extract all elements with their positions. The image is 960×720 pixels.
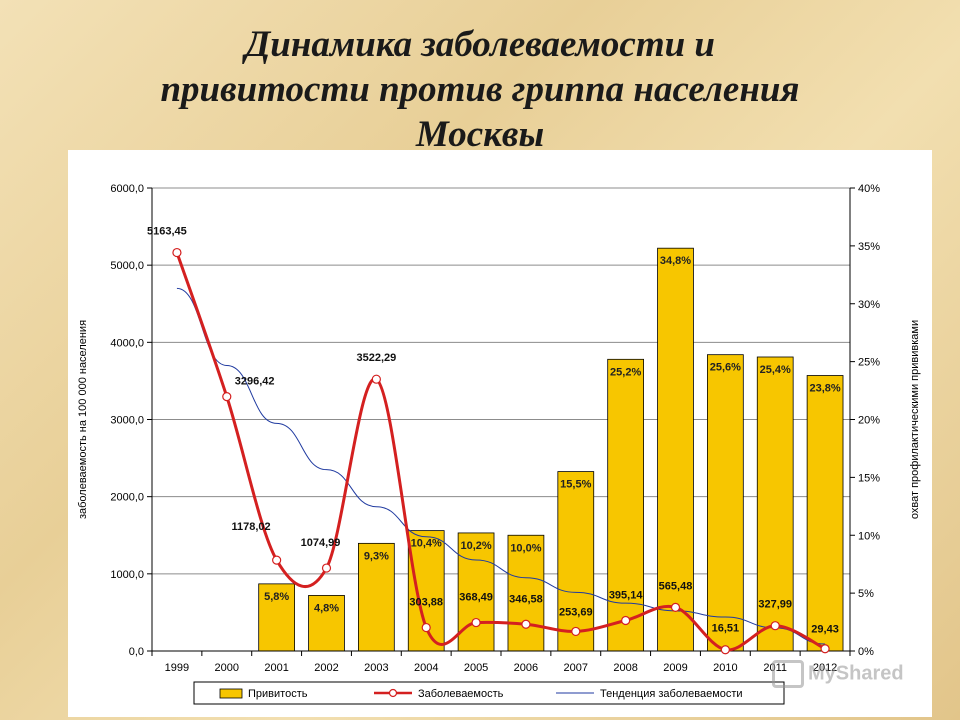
bar xyxy=(258,583,295,652)
incidence-data-label: 3522,29 xyxy=(356,352,396,364)
incidence-line xyxy=(175,252,826,652)
bar-data-label: 25,6% xyxy=(710,362,741,374)
incidence-data-label: 346,58 xyxy=(509,593,543,605)
y2-tick-label: 15% xyxy=(858,472,880,484)
legend xyxy=(193,681,785,705)
y-tick-label: 6000,0 xyxy=(110,183,144,195)
chart-panel: 0,0 1000,0 2000,0 3000,0 4000,0 5000,0 6000,0 0… xyxy=(68,150,932,717)
y2-tick-label: 25% xyxy=(858,357,880,369)
bar xyxy=(457,532,495,652)
y-tick-label: 1000,0 xyxy=(110,569,144,581)
bar-data-label: 9,3% xyxy=(364,550,389,562)
chart: 0,0 1000,0 2000,0 3000,0 4000,0 5000,0 6000,0 0… xyxy=(77,183,921,705)
x-tick-label: 2006 xyxy=(514,662,538,674)
y2-tick-label: 0% xyxy=(858,646,874,658)
incidence-data-label: 565,48 xyxy=(659,580,693,592)
bar-data-label: 15,5% xyxy=(560,479,591,491)
y2-tick-label: 35% xyxy=(858,241,880,253)
x-tick-label: 2010 xyxy=(713,662,737,674)
bar-data-label: 25,4% xyxy=(760,364,791,376)
y2-tick-label: 30% xyxy=(858,299,880,311)
bar xyxy=(607,358,644,652)
bar-data-label: 4,8% xyxy=(314,602,339,614)
y2-tick-label: 5% xyxy=(858,588,874,600)
legend-swatch-marker xyxy=(388,688,398,698)
y-tick-label: 4000,0 xyxy=(110,337,144,349)
bar-data-label: 5,8% xyxy=(264,591,289,603)
incidence-data-label: 16,51 xyxy=(712,623,740,635)
x-tick-label: 2007 xyxy=(564,662,588,674)
bar xyxy=(806,375,844,652)
x-tick-label: 2012 xyxy=(813,662,837,674)
watermark: MyShared xyxy=(772,660,904,688)
incidence-point xyxy=(621,615,631,626)
legend-swatch-bar xyxy=(219,688,243,699)
y-tick-label: 2000,0 xyxy=(110,492,144,504)
incidence-point xyxy=(421,622,431,633)
x-tick-label: 2000 xyxy=(215,662,239,674)
bar-data-label: 25,2% xyxy=(610,366,641,378)
incidence-point xyxy=(670,602,681,612)
bar-data-label: 34,8% xyxy=(660,255,691,267)
incidence-data-label: 253,69 xyxy=(559,606,593,618)
incidence-point xyxy=(770,621,780,631)
title-line-1: Динамика заболеваемости и xyxy=(244,24,716,65)
y2-tick-label: 40% xyxy=(858,183,880,195)
slide-title: Динамика заболеваемости и привитости про… xyxy=(0,22,960,157)
y2-axis-title: охват профилактическими прививками xyxy=(909,320,921,519)
x-tick-label: 2004 xyxy=(414,662,438,674)
bar xyxy=(557,471,595,652)
incidence-data-label: 1178,02 xyxy=(231,521,270,533)
y-tick-label: 3000,0 xyxy=(110,415,144,427)
incidence-point xyxy=(471,617,481,628)
incidence-point xyxy=(321,563,332,573)
x-tick-label: 2009 xyxy=(663,662,687,674)
watermark-text: MyShared xyxy=(808,662,904,685)
x-tick-label: 2008 xyxy=(613,662,637,674)
bar-data-label: 10,4% xyxy=(411,538,442,550)
incidence-data-label: 327,99 xyxy=(758,599,792,611)
bar-data-label: 23,8% xyxy=(809,383,840,395)
y2-tick-label: 10% xyxy=(858,530,880,542)
bar xyxy=(756,356,794,652)
bar-data-label: 10,2% xyxy=(460,540,491,552)
x-tick-label: 2003 xyxy=(364,662,388,674)
bar xyxy=(657,247,694,652)
legend-label-bar: Привитость xyxy=(248,688,308,700)
incidence-point xyxy=(571,626,581,637)
bar xyxy=(507,534,545,652)
incidence-data-label: 303,88 xyxy=(409,597,443,609)
trend-line xyxy=(176,287,826,645)
incidence-data-label: 368,49 xyxy=(459,592,493,604)
incidence-point xyxy=(521,619,531,629)
bar-data-label: 10,0% xyxy=(510,542,541,554)
y-tick-label: 0,0 xyxy=(129,646,144,658)
y-tick-label: 5000,0 xyxy=(110,260,144,272)
y-axis-title: заболеваемость на 100 000 населения xyxy=(77,320,89,519)
incidence-data-label: 3296,42 xyxy=(235,376,275,388)
incidence-point xyxy=(371,374,381,384)
y2-tick-label: 20% xyxy=(858,415,880,427)
legend-label-line: Заболеваемость xyxy=(418,688,504,700)
bar xyxy=(707,354,744,652)
x-tick-label: 2002 xyxy=(314,662,338,674)
incidence-data-label: 29,43 xyxy=(811,624,839,636)
incidence-point xyxy=(720,645,730,655)
x-tick-label: 2011 xyxy=(763,662,787,674)
x-tick-label: 1999 xyxy=(165,662,189,674)
incidence-point xyxy=(820,644,830,654)
incidence-data-label: 5163,45 xyxy=(147,226,187,238)
title-line-3: Москвы xyxy=(415,114,545,155)
legend-label-trend: Тенденция заболеваемости xyxy=(600,688,743,700)
title-line-2: привитости против гриппа населения xyxy=(160,69,800,110)
incidence-data-label: 395,14 xyxy=(609,590,644,602)
incidence-point xyxy=(222,392,232,402)
watermark-logo-icon xyxy=(772,660,804,688)
x-tick-label: 2005 xyxy=(464,662,488,674)
incidence-data-label: 1074,99 xyxy=(301,537,341,549)
x-tick-label: 2001 xyxy=(264,662,288,674)
incidence-point xyxy=(172,247,182,258)
incidence-point xyxy=(272,555,282,565)
